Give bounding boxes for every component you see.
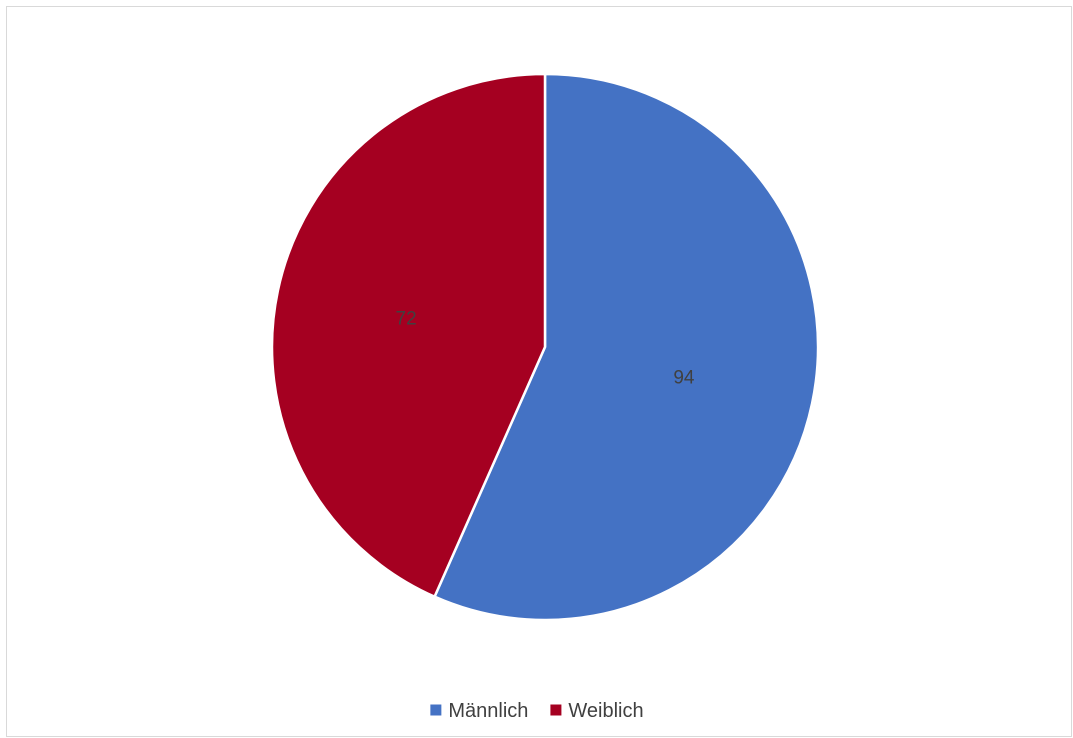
data-label-männlich: 94: [673, 367, 695, 388]
legend-swatch-weiblich: [550, 704, 562, 716]
legend-label-weiblich: Weiblich: [568, 700, 643, 722]
legend-label-männlich: Männlich: [448, 700, 528, 722]
legend-swatch-männlich: [430, 704, 442, 716]
data-labels: 94 72: [396, 309, 695, 389]
data-label-weiblich: 72: [396, 309, 417, 330]
legend: Männlich Weiblich: [430, 700, 644, 722]
pie-slices: [270, 72, 820, 622]
pie-slice-weiblich: [270, 72, 547, 598]
pie-slice-männlich: [433, 72, 820, 622]
